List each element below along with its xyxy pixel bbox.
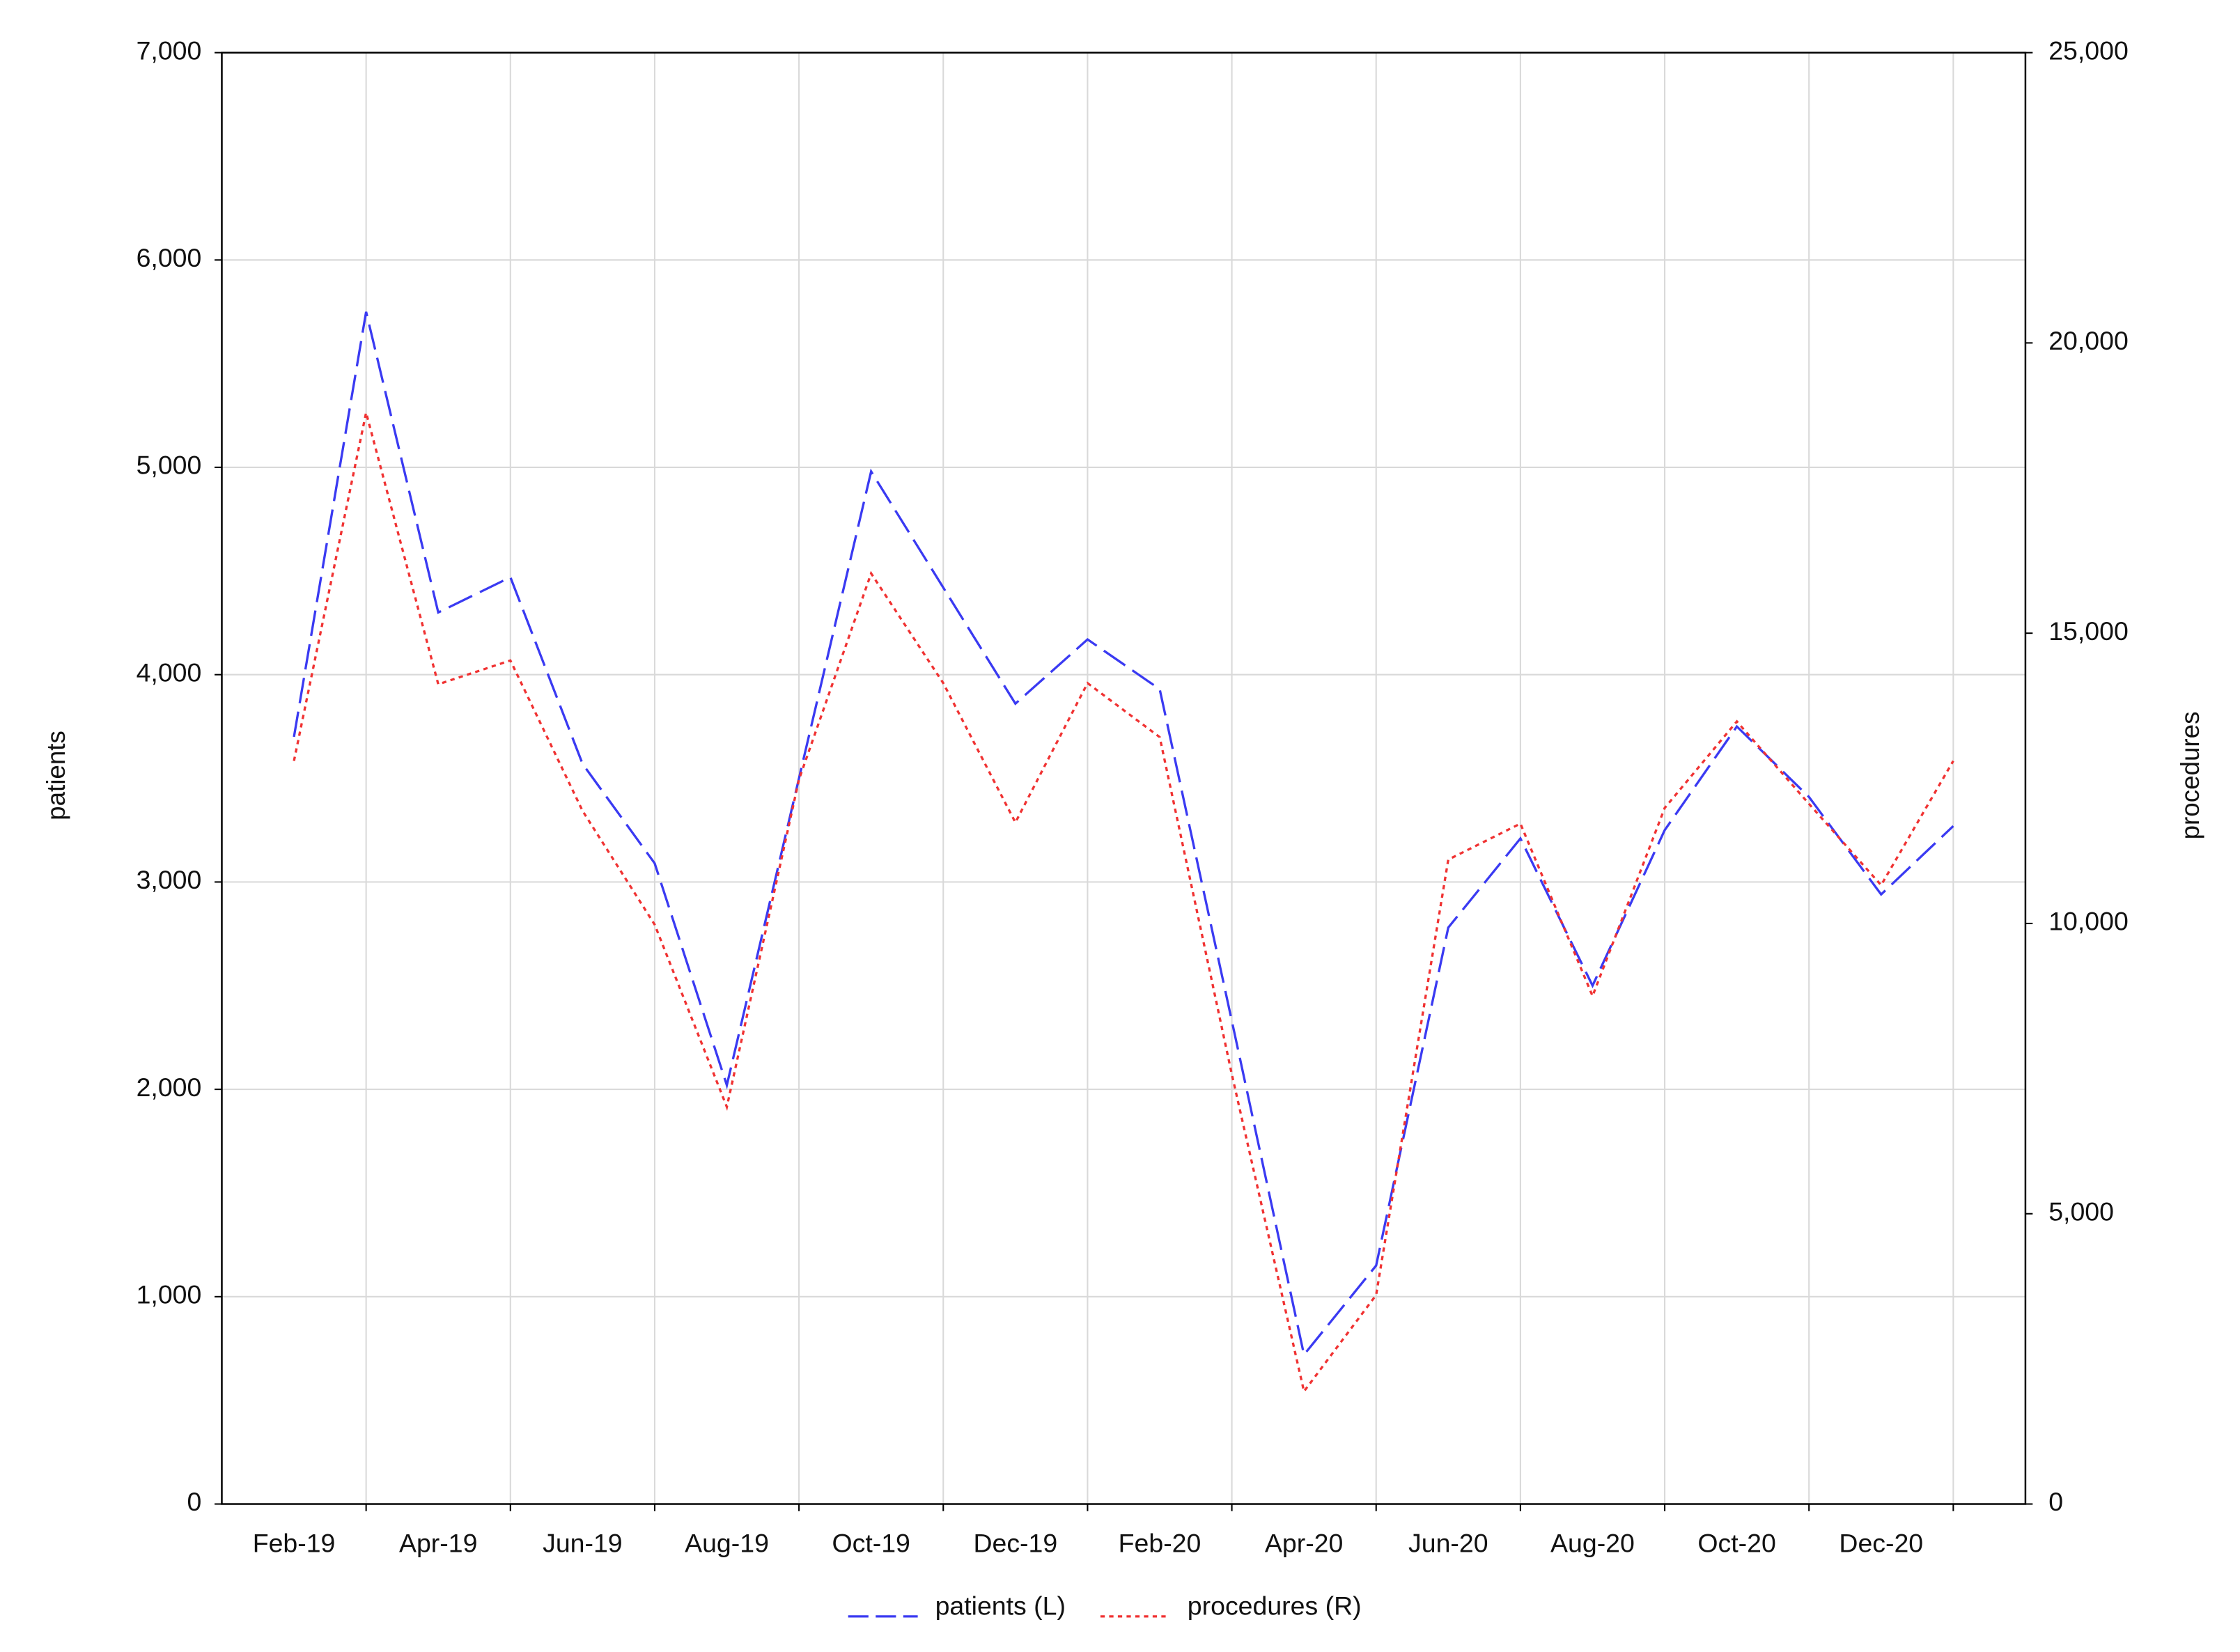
y2-tick-label: 20,000 <box>2048 326 2129 355</box>
y-tick-label: 5,000 <box>137 451 202 480</box>
legend-label: procedures (R) <box>1188 1591 1362 1621</box>
x-tick-label: Apr-19 <box>399 1529 477 1558</box>
x-tick-label: Oct-19 <box>832 1529 910 1558</box>
y2-tick-label: 0 <box>2048 1488 2063 1517</box>
y-tick-label: 2,000 <box>137 1073 202 1102</box>
y2-tick-label: 10,000 <box>2048 907 2129 936</box>
x-tick-label: Jun-20 <box>1408 1529 1488 1558</box>
data-line <box>293 311 1954 1357</box>
y2-tick-label: 25,000 <box>2048 36 2129 65</box>
y-tick-label: 0 <box>187 1488 202 1517</box>
x-tick-label: Feb-20 <box>1119 1529 1201 1558</box>
data-line <box>293 412 1954 1394</box>
plot-frame <box>221 52 2027 1505</box>
y-tick-label: 4,000 <box>137 658 202 687</box>
y2-tick-label: 5,000 <box>2048 1197 2114 1226</box>
x-tick-label: Dec-19 <box>973 1529 1057 1558</box>
y-tick-label: 6,000 <box>137 243 202 272</box>
x-tick-label: Feb-19 <box>253 1529 336 1558</box>
y-axis-label: patients <box>41 731 70 820</box>
y2-tick-label: 15,000 <box>2048 616 2129 646</box>
y-tick-label: 7,000 <box>137 36 202 65</box>
x-tick-label: Dec-20 <box>1839 1529 1923 1558</box>
y2-axis-label: procedures <box>2175 712 2204 840</box>
x-tick-label: Aug-20 <box>1550 1529 1635 1558</box>
x-tick-label: Aug-19 <box>685 1529 769 1558</box>
x-tick-label: Oct-20 <box>1697 1529 1775 1558</box>
y-tick-label: 3,000 <box>137 865 202 894</box>
y-tick-label: 1,000 <box>137 1280 202 1309</box>
x-tick-label: Jun-19 <box>543 1529 623 1558</box>
legend-label: patients (L) <box>935 1591 1066 1621</box>
x-tick-label: Apr-20 <box>1265 1529 1343 1558</box>
